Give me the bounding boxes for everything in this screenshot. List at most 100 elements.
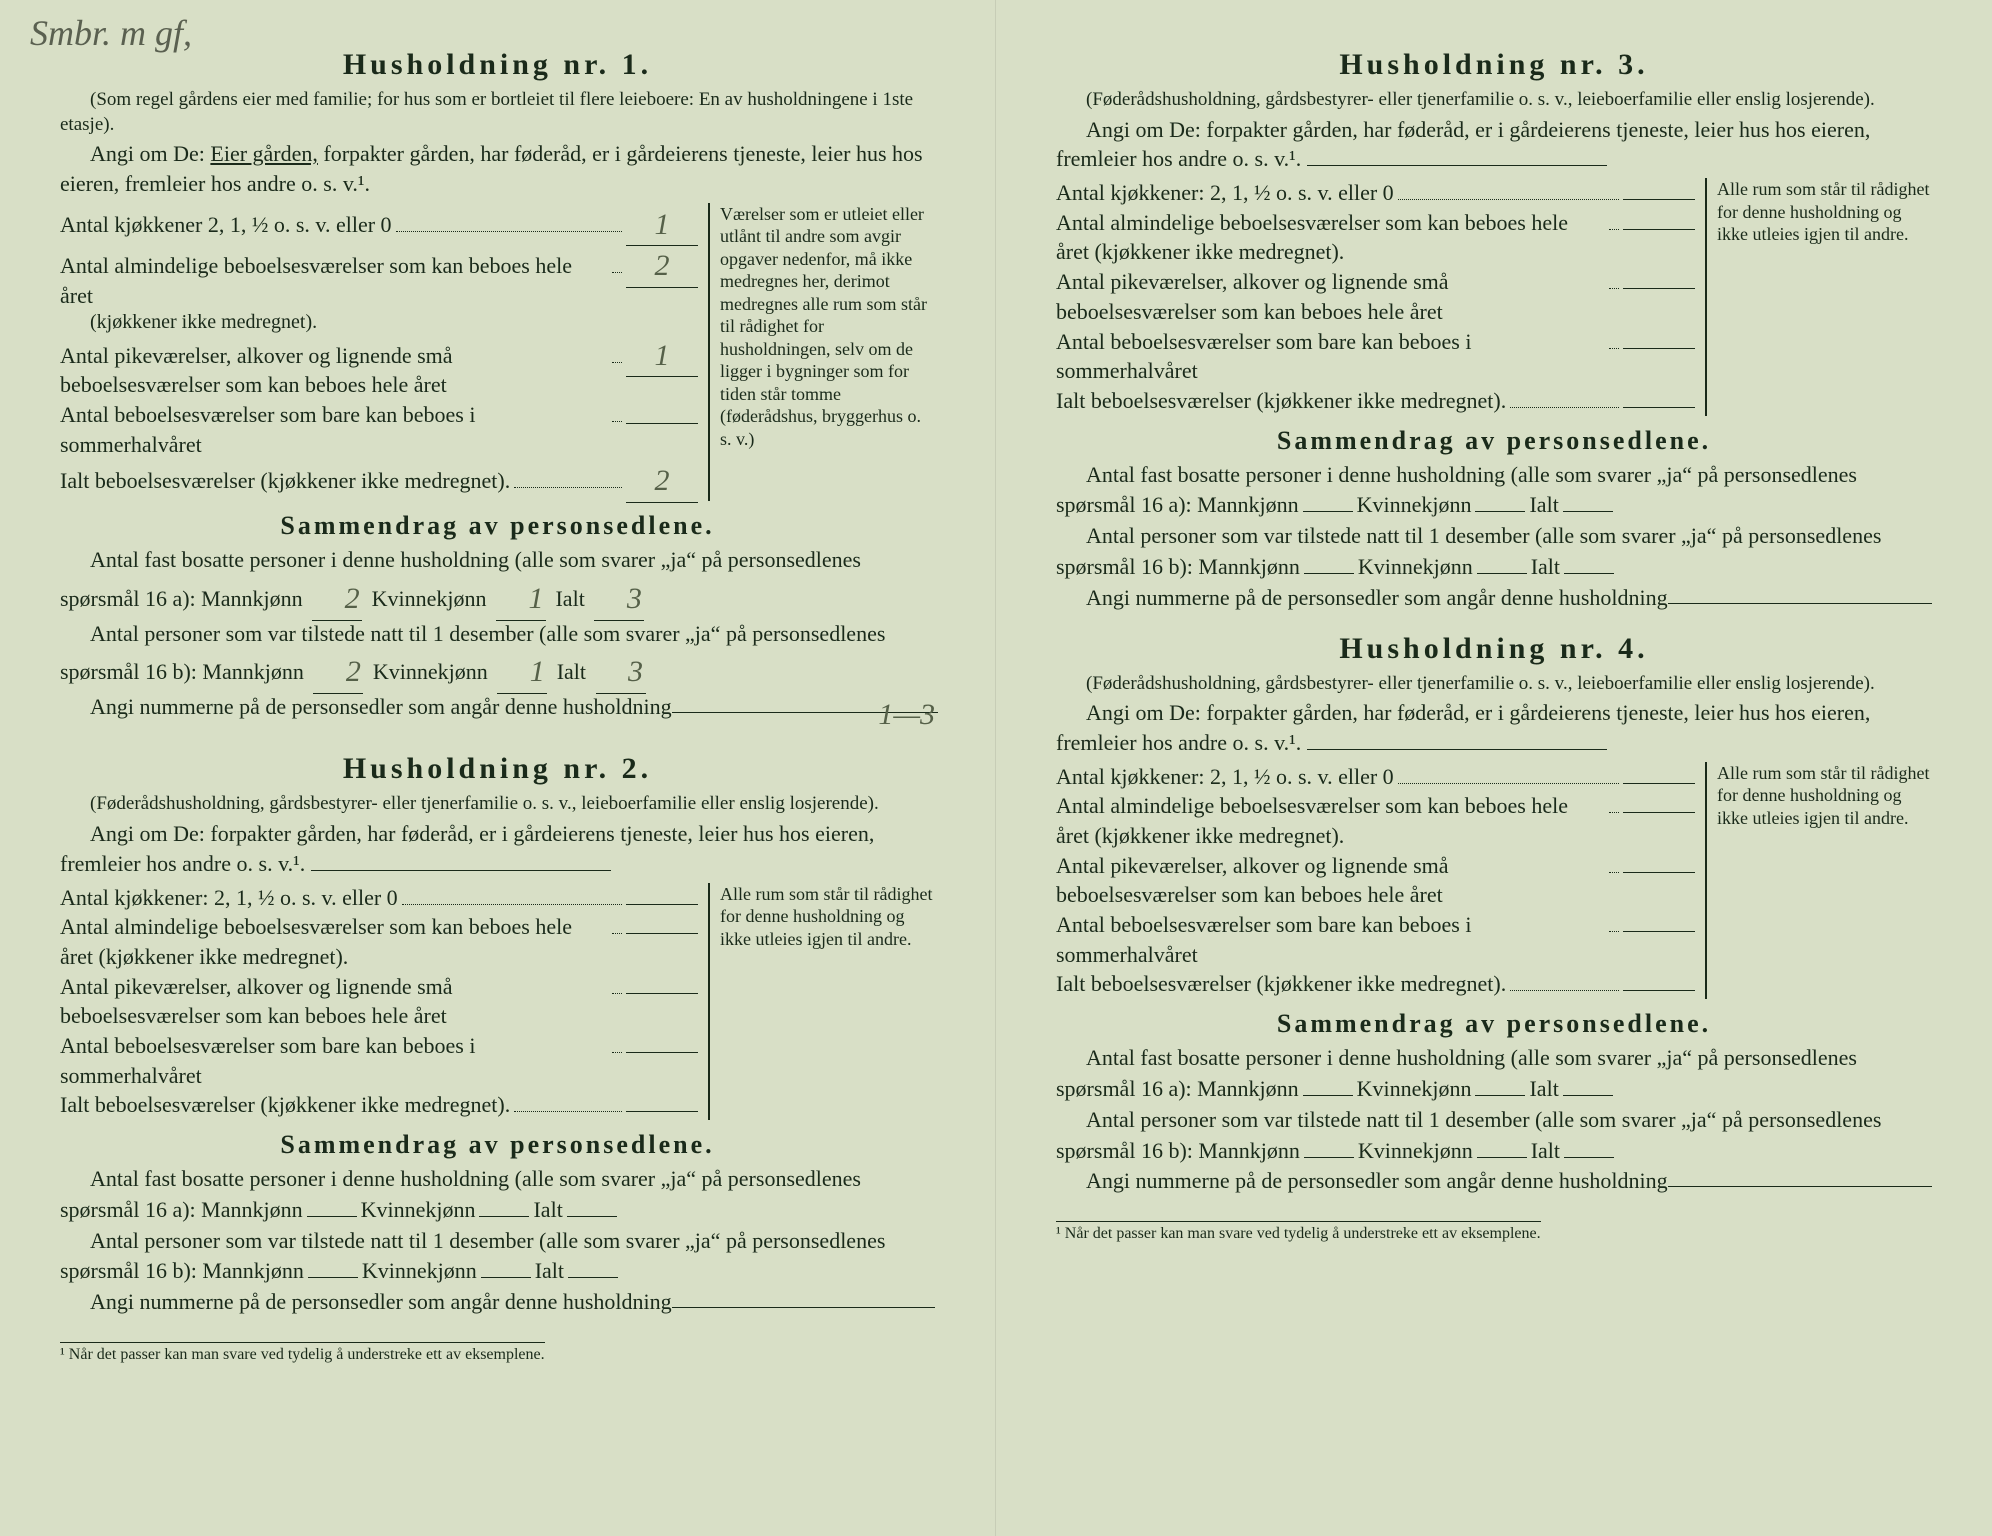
k-label: Kvinnekjønn — [1358, 1138, 1473, 1163]
label-sommer: Antal beboelsesværelser som bare kan beb… — [60, 400, 608, 459]
household-2-form-block: Antal kjøkkener: 2, 1, ½ o. s. v. eller … — [60, 883, 935, 1121]
i — [1563, 511, 1613, 512]
val — [1623, 348, 1695, 349]
household-1-side-note: Værelser som er utleiet eller utlånt til… — [708, 203, 935, 501]
m — [1303, 1095, 1353, 1096]
dots — [396, 211, 622, 232]
line-pike: Antal pikeværelser, alkover og lignende … — [1056, 851, 1695, 910]
k-label: Kvinnekjønn — [1357, 1076, 1472, 1101]
m — [1304, 573, 1354, 574]
angi-nummer-line: Angi nummerne på de personsedler som ang… — [60, 1287, 935, 1318]
samm-kvinne2: Kvinnekjønn — [373, 659, 488, 684]
val-sommer — [626, 423, 698, 424]
household-2-angi: Angi om De: forpakter gården, har føderå… — [60, 819, 935, 878]
label: Antal beboelsesværelser som bare kan beb… — [1056, 910, 1605, 969]
samm-16b-m: 2 — [313, 651, 363, 694]
i-label: Ialt — [533, 1197, 562, 1222]
footnote-left: ¹ Når det passer kan man svare ved tydel… — [60, 1342, 545, 1364]
samm-16a: Antal fast bosatte personer i denne hush… — [1056, 460, 1932, 522]
line-almindelige: Antal almindelige beboelsesværelser som … — [1056, 208, 1695, 267]
household-2: Husholdning nr. 2. (Føderådshusholdning,… — [60, 752, 935, 1318]
line-kjokken: Antal kjøkkener: 2, 1, ½ o. s. v. eller … — [1056, 178, 1695, 208]
footnote-right: ¹ Når det passer kan man svare ved tydel… — [1056, 1221, 1541, 1243]
i — [567, 1216, 617, 1217]
line-almindelige: Antal almindelige beboelsesværelser som … — [60, 244, 698, 310]
household-1-sammendrag-title: Sammendrag av personsedlene. — [60, 511, 935, 541]
dots — [612, 1032, 622, 1053]
dots — [1609, 911, 1619, 932]
angi-prefix: Angi om De: — [90, 141, 210, 166]
label: Antal kjøkkener: 2, 1, ½ o. s. v. eller … — [60, 883, 398, 913]
val-kjokken: 1 — [626, 205, 698, 247]
label: Antal pikeværelser, alkover og lignende … — [1056, 267, 1605, 326]
household-3-main-col: Antal kjøkkener: 2, 1, ½ o. s. v. eller … — [1056, 178, 1695, 416]
samm-16a-i: 3 — [594, 578, 644, 621]
label: Antal beboelsesværelser som bare kan beb… — [1056, 327, 1605, 386]
line-sommer: Antal beboelsesværelser som bare kan beb… — [60, 400, 698, 459]
right-page: Husholdning nr. 3. (Føderådshusholdning,… — [996, 0, 1992, 1536]
k — [1477, 1157, 1527, 1158]
angi-nummer-line: Angi nummerne på de personsedler som ang… — [1056, 583, 1932, 614]
dots — [514, 468, 622, 489]
i-label: Ialt — [1531, 1138, 1560, 1163]
line-pike: Antal pikeværelser, alkover og lignende … — [60, 334, 698, 400]
k-label: Kvinnekjønn — [1357, 492, 1472, 517]
dots — [612, 401, 622, 422]
samm-16b: Antal personer som var tilstede natt til… — [60, 619, 935, 693]
k — [1475, 1095, 1525, 1096]
line-sommer: Antal beboelsesværelser som bare kan beb… — [1056, 327, 1695, 386]
household-4: Husholdning nr. 4. (Føderådshusholdning,… — [1056, 632, 1932, 1198]
i — [568, 1277, 618, 1278]
household-1-main-col: Antal kjøkkener 2, 1, ½ o. s. v. eller 0… — [60, 203, 698, 501]
samm-16b: Antal personer som var tilstede natt til… — [1056, 521, 1932, 583]
val — [1623, 783, 1695, 784]
samm-16a: Antal fast bosatte personer i denne hush… — [60, 1164, 935, 1226]
val — [1623, 812, 1695, 813]
angi-nummer-line: Angi nummerne på de personsedler som ang… — [1056, 1166, 1932, 1197]
household-4-main-col: Antal kjøkkener: 2, 1, ½ o. s. v. eller … — [1056, 762, 1695, 1000]
k-label: Kvinnekjønn — [362, 1258, 477, 1283]
samm-16b-k: 1 — [497, 651, 547, 694]
val — [1623, 199, 1695, 200]
household-2-sammendrag-title: Sammendrag av personsedlene. — [60, 1130, 935, 1160]
k — [479, 1216, 529, 1217]
samm-16a: Antal fast bosatte personer i denne hush… — [60, 545, 935, 619]
samm-16b-i: 3 — [596, 651, 646, 694]
label: Ialt beboelsesværelser (kjøkkener ikke m… — [60, 1090, 510, 1120]
val — [1623, 872, 1695, 873]
line-almindelige: Antal almindelige beboelsesværelser som … — [60, 912, 698, 971]
i-label: Ialt — [1529, 492, 1558, 517]
dots — [1609, 328, 1619, 349]
m — [308, 1277, 358, 1278]
samm-16a-k: 1 — [496, 578, 546, 621]
i — [1563, 1095, 1613, 1096]
val — [626, 1111, 698, 1112]
k — [1475, 511, 1525, 512]
angi-nummer-text: Angi nummerne på de personsedler som ang… — [60, 692, 672, 734]
left-page: Smbr. m gf, Husholdning nr. 1. (Som rege… — [0, 0, 996, 1536]
household-3-angi: Angi om De: forpakter gården, har føderå… — [1056, 115, 1932, 174]
household-1-form-block: Antal kjøkkener 2, 1, ½ o. s. v. eller 0… — [60, 203, 935, 501]
samm-ialt-label2: Ialt — [557, 659, 586, 684]
household-1-note: (Som regel gårdens eier med familie; for… — [60, 88, 935, 137]
val — [626, 1052, 698, 1053]
angi-underline: Eier gården, — [210, 141, 318, 166]
label: Antal kjøkkener: 2, 1, ½ o. s. v. eller … — [1056, 762, 1394, 792]
val — [1623, 990, 1695, 991]
household-2-note: (Føderådshusholdning, gårdsbestyrer- ell… — [60, 792, 935, 817]
household-2-title: Husholdning nr. 2. — [60, 752, 935, 786]
m — [1304, 1157, 1354, 1158]
label-almindelige: Antal almindelige beboelsesværelser som … — [60, 251, 608, 310]
blank — [1668, 1166, 1932, 1187]
m — [1303, 511, 1353, 512]
household-3-note: (Føderådshusholdning, gårdsbestyrer- ell… — [1056, 88, 1932, 113]
household-4-angi: Angi om De: forpakter gården, har føderå… — [1056, 698, 1932, 757]
household-3-sammendrag-title: Sammendrag av personsedlene. — [1056, 426, 1932, 456]
val — [1623, 229, 1695, 230]
label-pike: Antal pikeværelser, alkover og lignende … — [60, 341, 608, 400]
household-4-note: (Føderådshusholdning, gårdsbestyrer- ell… — [1056, 672, 1932, 697]
line-kjokken: Antal kjøkkener: 2, 1, ½ o. s. v. eller … — [60, 883, 698, 913]
line-ialt: Ialt beboelsesværelser (kjøkkener ikke m… — [1056, 969, 1695, 999]
label: Antal almindelige beboelsesværelser som … — [60, 912, 608, 971]
val — [1623, 288, 1695, 289]
